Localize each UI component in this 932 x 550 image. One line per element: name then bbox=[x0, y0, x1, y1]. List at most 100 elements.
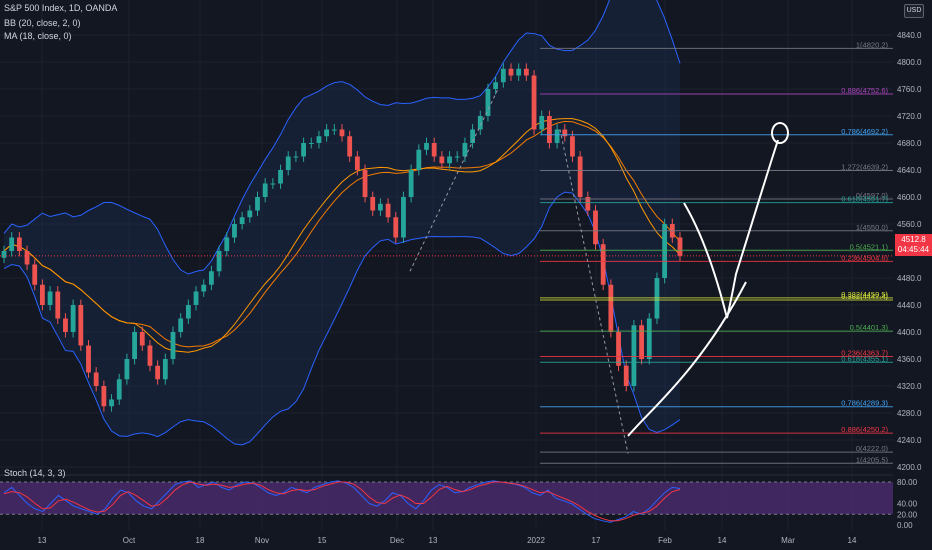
candle bbox=[132, 326, 137, 365]
candle-body bbox=[47, 291, 53, 305]
candle-body bbox=[239, 217, 245, 224]
candle-body bbox=[293, 156, 299, 158]
candle-body bbox=[193, 291, 199, 305]
candle bbox=[570, 130, 575, 162]
candle-body bbox=[523, 68, 529, 76]
candle bbox=[101, 380, 107, 412]
candle-body bbox=[9, 237, 15, 251]
candle-body bbox=[493, 82, 499, 89]
bar-countdown: 04:45:44 bbox=[897, 245, 930, 254]
candle-body bbox=[324, 129, 330, 137]
candle-body bbox=[500, 68, 506, 83]
candle bbox=[209, 265, 214, 291]
price-axis-label: 4760.0 bbox=[897, 85, 922, 94]
candle bbox=[216, 245, 222, 277]
candle bbox=[116, 373, 122, 405]
candle-body bbox=[301, 143, 306, 157]
fib-trend-line bbox=[409, 88, 499, 272]
candle bbox=[416, 144, 422, 176]
candle-body bbox=[109, 399, 114, 407]
symbol-title: S&P 500 Index, 1D, OANDA bbox=[4, 3, 118, 13]
candle-body bbox=[132, 332, 137, 359]
candle bbox=[162, 353, 168, 385]
stoch-axis-label: 20.00 bbox=[897, 510, 918, 519]
stoch-legend[interactable]: Stoch (14, 3, 3) bbox=[4, 468, 66, 478]
candle-body bbox=[124, 359, 130, 380]
candle-body bbox=[63, 318, 68, 332]
candle bbox=[523, 63, 529, 81]
candle bbox=[155, 360, 161, 385]
fib-level-label: 1(4205.5) bbox=[856, 455, 889, 464]
candle bbox=[547, 110, 552, 149]
price-axis-label: 4200.0 bbox=[897, 463, 922, 472]
candle bbox=[370, 191, 376, 216]
fib-level-label: 0.382(4450.5) bbox=[841, 290, 888, 299]
candle bbox=[385, 198, 391, 223]
candle-body bbox=[439, 156, 445, 164]
candle bbox=[293, 151, 299, 162]
candle-body bbox=[201, 284, 207, 292]
candle-body bbox=[408, 170, 414, 197]
candle bbox=[424, 137, 429, 156]
time-axis-label: 14 bbox=[718, 536, 727, 545]
candle bbox=[616, 326, 621, 372]
candle bbox=[193, 286, 199, 311]
bollinger-lower-line bbox=[3, 191, 681, 446]
candle-body bbox=[316, 136, 322, 143]
candle bbox=[662, 218, 668, 284]
candle bbox=[278, 164, 283, 189]
candle-body bbox=[232, 224, 237, 238]
candle-body bbox=[1, 251, 7, 258]
candle-body bbox=[401, 197, 406, 238]
candle bbox=[232, 218, 237, 243]
candle bbox=[16, 232, 22, 257]
candle bbox=[470, 124, 475, 149]
candle-body bbox=[539, 116, 545, 130]
fib-level-label: 0.618(4355.1) bbox=[841, 354, 888, 363]
fib-level-label: 1(4550.0) bbox=[856, 223, 889, 232]
time-axis-label: 13 bbox=[429, 536, 438, 545]
candle bbox=[393, 211, 399, 243]
fib-trend-line bbox=[559, 129, 629, 454]
price-axis-label: 4640.0 bbox=[897, 166, 922, 175]
time-axis-label: Mar bbox=[781, 536, 795, 545]
bollinger-upper-line bbox=[3, 0, 681, 275]
candle-body bbox=[462, 143, 468, 157]
candle bbox=[78, 299, 84, 351]
candle bbox=[639, 319, 644, 365]
candle-body bbox=[416, 149, 422, 170]
fib-level-label: 0.886(4250.2) bbox=[841, 425, 888, 434]
candle-body bbox=[185, 305, 191, 319]
candle-body bbox=[616, 332, 621, 366]
candle bbox=[408, 164, 414, 203]
last-price-tag: 4512.8 04:45:44 bbox=[895, 234, 932, 256]
candle-body bbox=[554, 129, 560, 143]
candle-body bbox=[362, 170, 368, 197]
candle bbox=[324, 124, 330, 142]
fib-level-label: 0.236(4504.6) bbox=[841, 253, 888, 262]
candle bbox=[593, 205, 598, 250]
candle bbox=[285, 151, 291, 176]
candle bbox=[224, 232, 230, 257]
candle bbox=[255, 191, 260, 216]
candle-body bbox=[86, 345, 91, 373]
time-axis-label: 14 bbox=[848, 536, 857, 545]
candle bbox=[431, 137, 437, 162]
candle-body bbox=[639, 325, 644, 359]
candle-body bbox=[531, 75, 537, 130]
candle-body bbox=[577, 156, 583, 197]
candle-body bbox=[477, 116, 483, 130]
candle-body bbox=[600, 244, 606, 285]
bb-legend[interactable]: BB (20, close, 2, 0) bbox=[4, 18, 81, 28]
ma-legend[interactable]: MA (18, close, 0) bbox=[4, 31, 72, 41]
stoch-axis-label: 0.00 bbox=[897, 521, 913, 530]
candle-body bbox=[170, 332, 176, 359]
currency-badge[interactable]: USD bbox=[904, 4, 924, 18]
candle bbox=[347, 130, 353, 162]
drawing-projection-path bbox=[683, 139, 779, 319]
candle bbox=[301, 137, 306, 162]
candle-body bbox=[516, 68, 522, 76]
candle-body bbox=[631, 325, 637, 386]
candle bbox=[378, 198, 383, 216]
